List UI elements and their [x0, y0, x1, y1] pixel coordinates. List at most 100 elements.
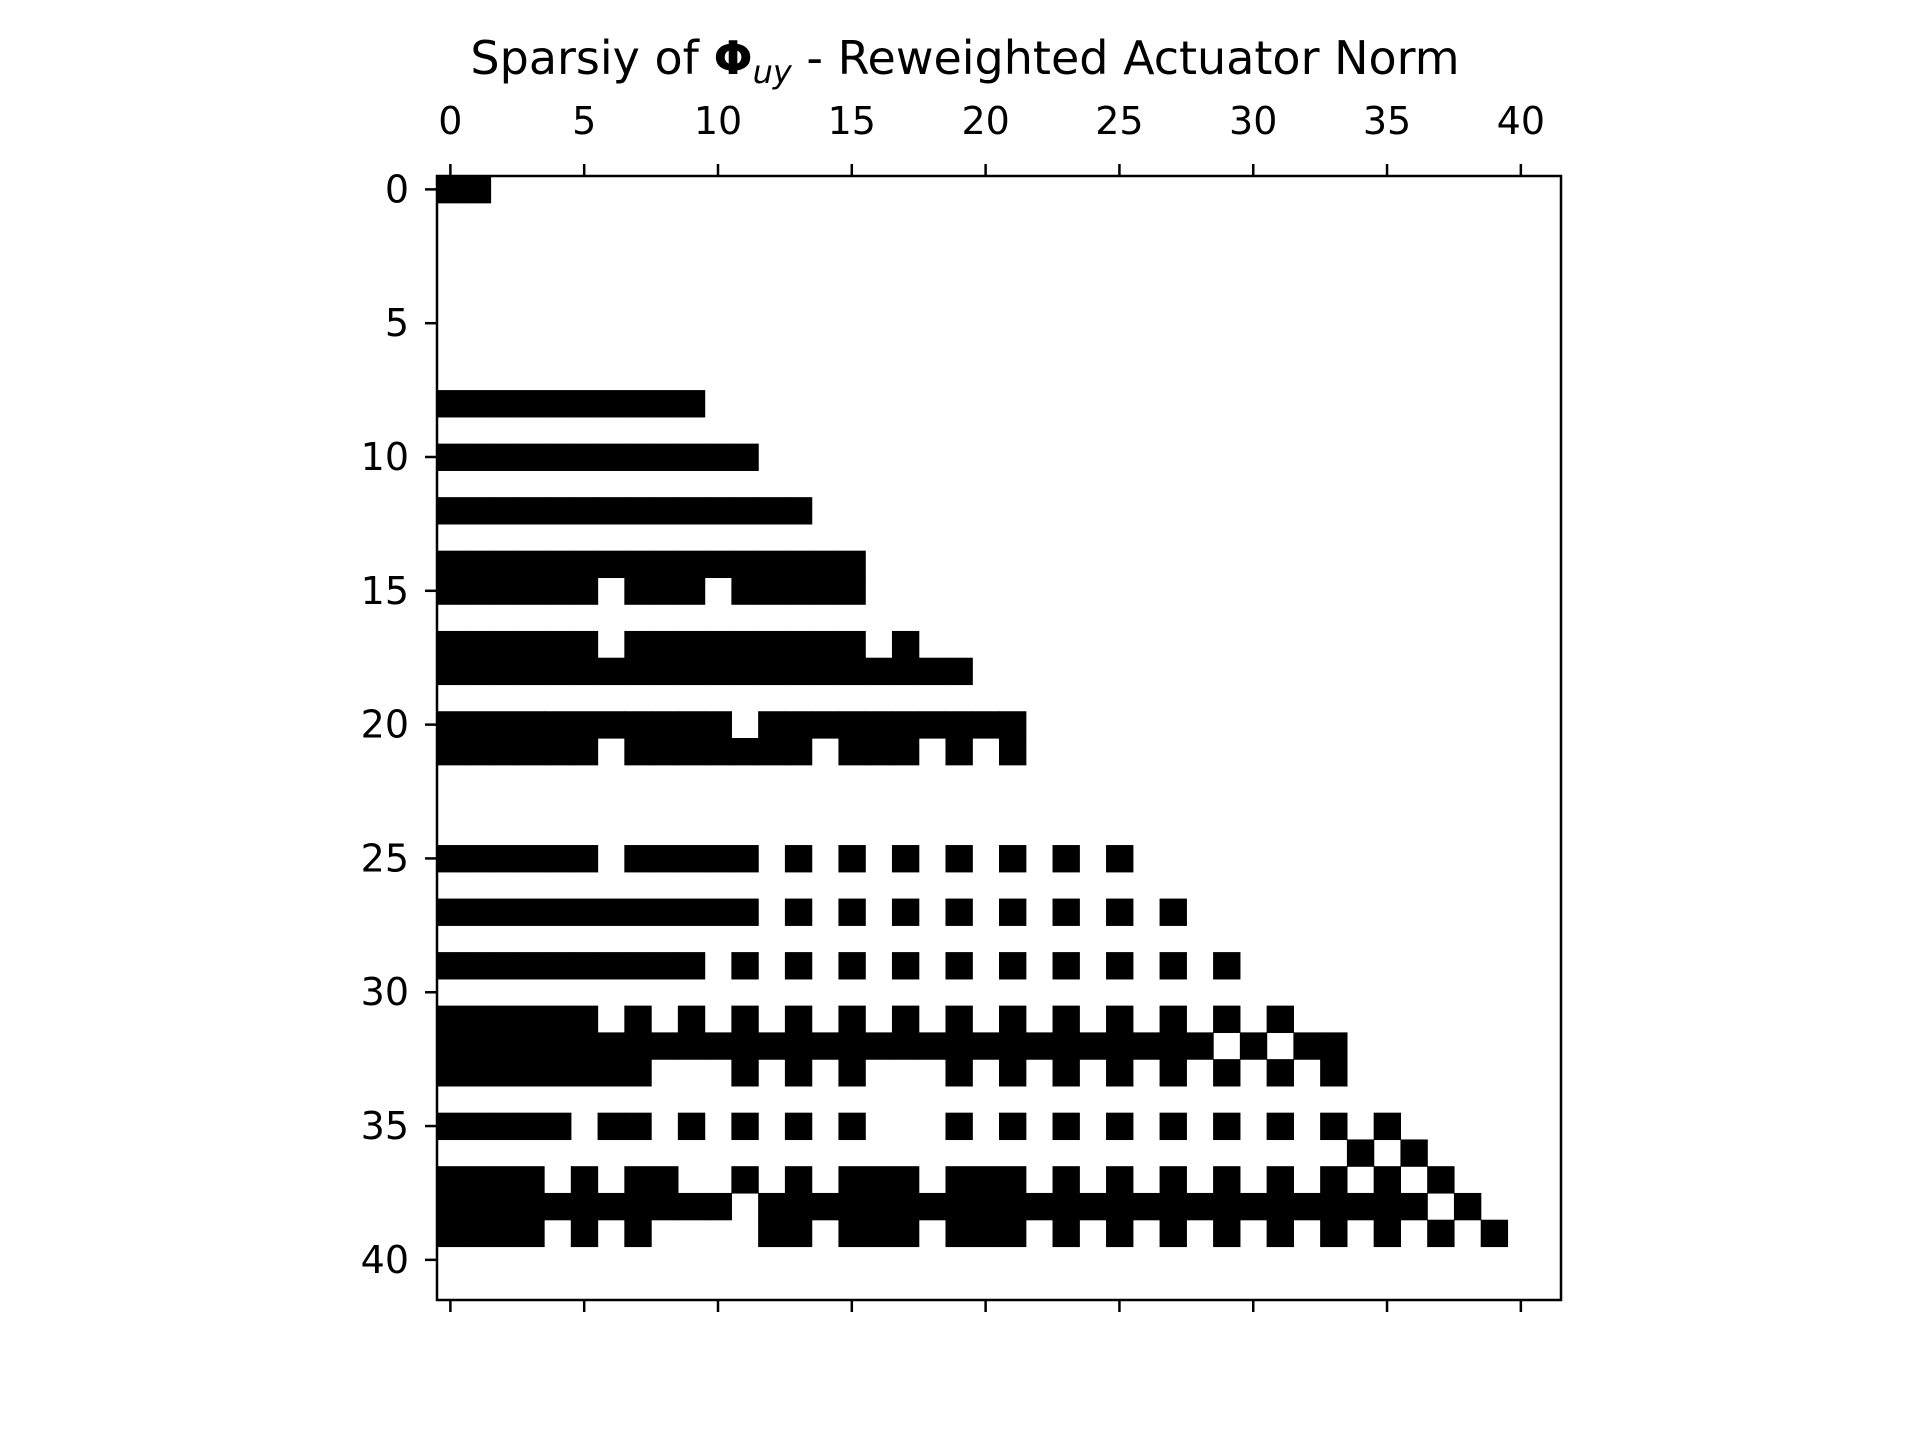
- nonzero-cell: [624, 1032, 652, 1060]
- x-tick-label: 40: [1497, 99, 1545, 143]
- nonzero-cell: [1106, 898, 1134, 926]
- nonzero-cell: [1025, 1192, 1054, 1221]
- nonzero-cell: [1213, 952, 1241, 980]
- nonzero-cell: [972, 1166, 1000, 1194]
- nonzero-cell: [490, 1219, 518, 1248]
- nonzero-cell: [597, 952, 625, 980]
- y-tick-label: 35: [361, 1104, 409, 1148]
- nonzero-cell: [972, 711, 1000, 739]
- nonzero-cell: [463, 1112, 492, 1141]
- nonzero-cell: [1186, 1032, 1214, 1060]
- nonzero-cell: [570, 577, 599, 605]
- nonzero-cell: [1320, 1112, 1348, 1141]
- nonzero-cell: [731, 952, 759, 980]
- nonzero-cell: [945, 1166, 973, 1194]
- nonzero-cell: [490, 657, 518, 686]
- nonzero-cell: [624, 738, 652, 766]
- nonzero-cell: [437, 845, 465, 873]
- nonzero-cell: [784, 1059, 813, 1087]
- nonzero-cell: [1266, 1005, 1294, 1033]
- nonzero-cell: [784, 657, 813, 686]
- nonzero-cell: [945, 845, 973, 873]
- nonzero-cell: [677, 952, 706, 980]
- nonzero-cell: [918, 1192, 947, 1221]
- nonzero-cell: [838, 577, 866, 605]
- nonzero-cell: [1052, 845, 1080, 873]
- nonzero-cell: [517, 657, 545, 686]
- nonzero-cell: [437, 711, 465, 739]
- nonzero-cell: [731, 1005, 759, 1033]
- nonzero-cell: [490, 443, 518, 471]
- nonzero-cell: [437, 630, 465, 659]
- nonzero-cell: [624, 1192, 652, 1221]
- nonzero-cell: [463, 738, 492, 766]
- nonzero-cell: [784, 952, 813, 980]
- nonzero-cell: [784, 1032, 813, 1060]
- nonzero-cell: [517, 1112, 545, 1141]
- nonzero-cell: [972, 1219, 1000, 1248]
- nonzero-cell: [624, 1112, 652, 1141]
- nonzero-cell: [597, 1192, 625, 1221]
- nonzero-cell: [838, 1112, 866, 1141]
- nonzero-cell: [490, 577, 518, 605]
- nonzero-cell: [651, 550, 679, 579]
- nonzero-cell: [918, 657, 947, 686]
- nonzero-cell: [544, 443, 572, 471]
- nonzero-cell: [758, 577, 786, 605]
- nonzero-cell: [865, 657, 893, 686]
- nonzero-cell: [731, 738, 759, 766]
- nonzero-cell: [1106, 1192, 1134, 1221]
- nonzero-cell: [891, 1192, 920, 1221]
- nonzero-cell: [731, 577, 759, 605]
- nonzero-cell: [784, 738, 813, 766]
- nonzero-cell: [463, 176, 492, 204]
- nonzero-cell: [517, 443, 545, 471]
- nonzero-cell: [945, 1032, 973, 1060]
- nonzero-cell: [570, 1192, 599, 1221]
- nonzero-cell: [490, 952, 518, 980]
- nonzero-cell: [1052, 1192, 1080, 1221]
- nonzero-cell: [731, 1059, 759, 1087]
- nonzero-cell: [490, 1112, 518, 1141]
- nonzero-cell: [463, 550, 492, 579]
- nonzero-cell: [677, 711, 706, 739]
- nonzero-cell: [704, 497, 732, 525]
- nonzero-cell: [517, 1005, 545, 1033]
- nonzero-cell: [651, 738, 679, 766]
- nonzero-cell: [490, 1192, 518, 1221]
- nonzero-cell: [1213, 1192, 1241, 1221]
- nonzero-cell: [651, 1032, 679, 1060]
- nonzero-cell: [999, 1192, 1027, 1221]
- nonzero-cell: [945, 1005, 973, 1033]
- nonzero-cell: [624, 845, 652, 873]
- nonzero-cell: [891, 952, 920, 980]
- nonzero-cell: [651, 390, 679, 418]
- nonzero-cell: [517, 550, 545, 579]
- y-tick-label: 10: [361, 435, 409, 479]
- nonzero-cell: [1373, 1192, 1402, 1221]
- nonzero-cell: [1320, 1166, 1348, 1194]
- nonzero-cell: [677, 577, 706, 605]
- nonzero-cell: [999, 1112, 1027, 1141]
- nonzero-cell: [651, 952, 679, 980]
- nonzero-cell: [918, 711, 947, 739]
- nonzero-cell: [463, 952, 492, 980]
- nonzero-cell: [918, 1032, 947, 1060]
- nonzero-cell: [891, 898, 920, 926]
- nonzero-cell: [838, 550, 866, 579]
- nonzero-cell: [704, 630, 732, 659]
- nonzero-cell: [838, 845, 866, 873]
- nonzero-cell: [624, 443, 652, 471]
- nonzero-cell: [945, 738, 973, 766]
- nonzero-cell: [677, 845, 706, 873]
- nonzero-cell: [1052, 1005, 1080, 1033]
- nonzero-cell: [1266, 1219, 1294, 1248]
- nonzero-cell: [1106, 952, 1134, 980]
- nonzero-cell: [1132, 1032, 1161, 1060]
- nonzero-cell: [651, 443, 679, 471]
- nonzero-cell: [490, 845, 518, 873]
- nonzero-cell: [624, 1166, 652, 1194]
- nonzero-cell: [1293, 1192, 1321, 1221]
- nonzero-cell: [1320, 1059, 1348, 1087]
